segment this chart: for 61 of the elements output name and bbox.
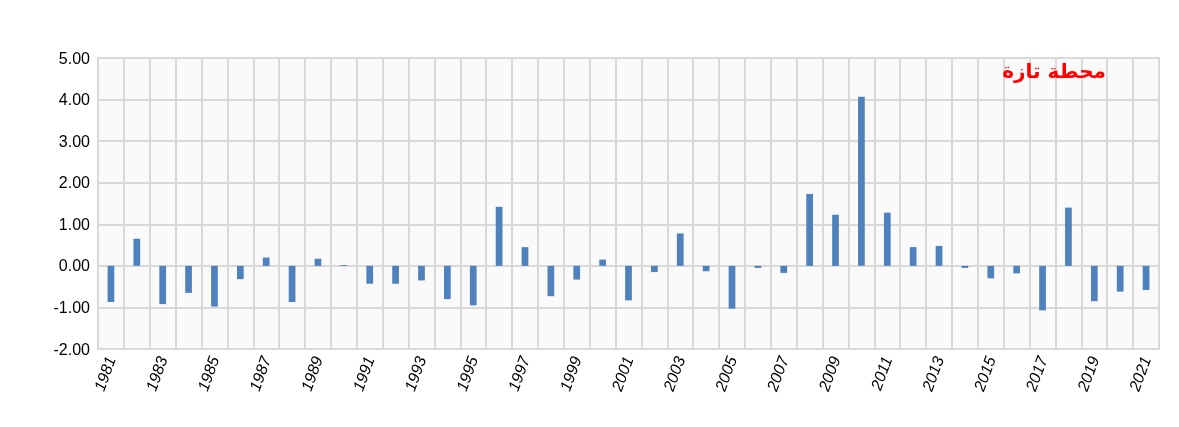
y-tick-label: 3.00 <box>58 132 91 150</box>
y-tick-label: -2.00 <box>53 340 91 358</box>
y-tick-label: 2.00 <box>58 174 91 192</box>
bar <box>159 265 167 305</box>
x-tick-label: 1983 <box>142 354 171 394</box>
y-tick-label: 1.00 <box>58 215 91 233</box>
bar <box>987 265 995 279</box>
y-tick-label: 0.00 <box>58 257 91 275</box>
bar <box>780 265 788 273</box>
x-tick-label: 1993 <box>401 354 430 394</box>
x-tick-label: 2003 <box>659 354 689 395</box>
bar <box>909 247 917 266</box>
bar <box>366 265 374 284</box>
x-tick-label: 1995 <box>453 354 482 394</box>
bar <box>185 265 192 293</box>
y-tick-label: 5.00 <box>58 49 91 67</box>
x-tick-label: 1989 <box>297 354 326 394</box>
x-tick-label: 2013 <box>918 354 948 395</box>
bar <box>806 193 814 266</box>
bar <box>599 259 606 266</box>
x-tick-label: 1987 <box>246 353 275 394</box>
x-tick-label: 2001 <box>608 354 637 395</box>
x-tick-label: 1997 <box>504 353 534 394</box>
bar <box>211 265 218 307</box>
x-tick-label: 2019 <box>1073 354 1103 395</box>
bar <box>469 265 477 306</box>
bar <box>676 233 684 266</box>
bar <box>935 245 943 266</box>
bar <box>418 265 425 281</box>
bar <box>625 265 632 301</box>
x-tick-label: 2009 <box>815 354 844 395</box>
bar <box>1013 265 1021 274</box>
bar <box>832 214 839 266</box>
bar <box>883 212 891 266</box>
y-tick-label: -1.00 <box>53 298 91 316</box>
bar <box>392 265 399 284</box>
bar <box>728 265 736 309</box>
bar <box>1039 265 1046 311</box>
x-tick-label: 2015 <box>970 354 999 395</box>
x-tick-label: 2021 <box>1125 354 1155 395</box>
bar <box>521 247 529 266</box>
y-tick-label: 4.00 <box>58 91 91 109</box>
bar <box>262 257 270 266</box>
chart-title: محطة تازة <box>1002 59 1107 83</box>
x-tick-label: 1991 <box>349 354 378 394</box>
bar <box>651 265 658 273</box>
x-tick-label: 2005 <box>711 354 741 395</box>
bar <box>1090 265 1098 302</box>
bar <box>1116 265 1124 292</box>
bar <box>133 238 141 266</box>
bar <box>236 265 244 280</box>
x-tick-label: 2017 <box>1022 353 1051 395</box>
bar <box>573 265 581 280</box>
bar <box>858 96 865 266</box>
x-tick-label: 1981 <box>90 354 119 394</box>
x-tick-label: 1999 <box>556 354 585 394</box>
x-tick-label: 2007 <box>763 353 793 395</box>
x-tick-label: 2011 <box>867 354 896 394</box>
bar <box>443 265 451 300</box>
bar <box>1065 207 1072 266</box>
x-tick-label: 1985 <box>194 354 223 394</box>
